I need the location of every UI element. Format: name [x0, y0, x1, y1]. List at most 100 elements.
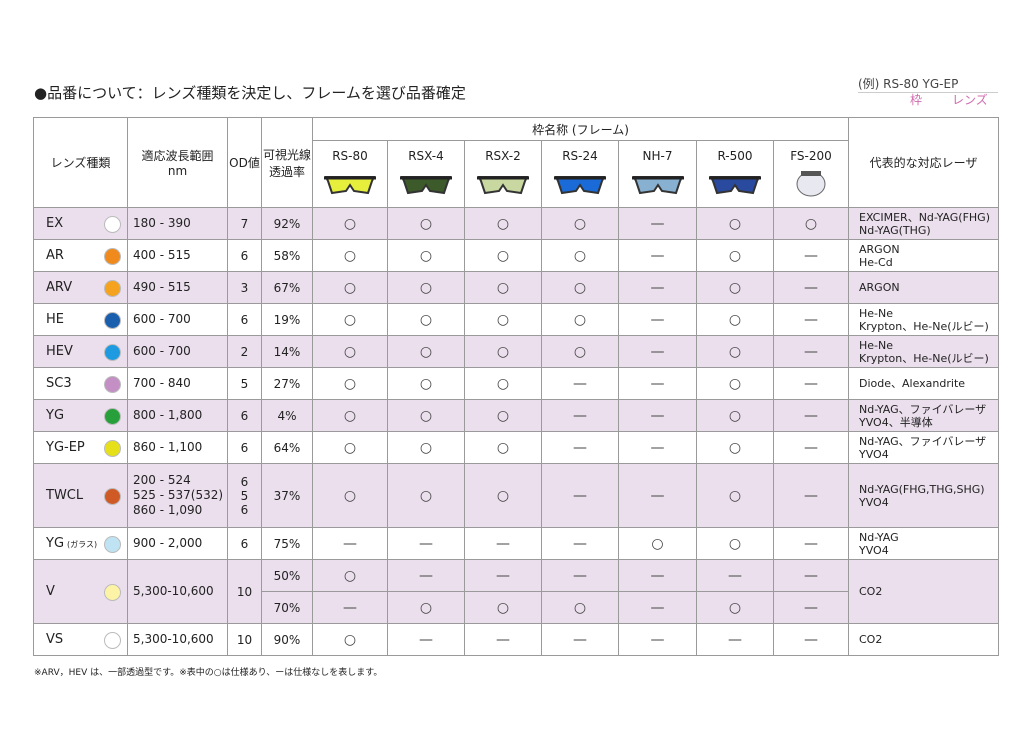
lens-label: HE: [46, 312, 64, 327]
availability: ○: [696, 335, 774, 368]
lens-name: EX: [33, 207, 128, 240]
lens-label: VS: [46, 632, 64, 647]
availability: —: [464, 559, 542, 592]
wavelength: 180 - 390: [127, 207, 228, 240]
text-line: 5,300-10,600: [133, 584, 214, 598]
availability: ○: [696, 463, 774, 528]
availability: —: [773, 399, 849, 432]
availability: ○: [387, 399, 465, 432]
lens-label: AR: [46, 248, 64, 263]
od: 6: [227, 527, 262, 560]
laser: Nd-YAG、ファイバレーザ YVO4、半導体: [848, 399, 999, 432]
footnote: ※ARV，HEV は、一部透過型です。※表中の○は仕様あり、ーは仕様なしを表しま…: [34, 668, 383, 678]
transmission: 75%: [261, 527, 313, 560]
lens-label: EX: [46, 216, 64, 231]
text-line: 10: [236, 632, 253, 647]
availability: ○: [618, 527, 697, 560]
availability: —: [773, 591, 849, 624]
table-row: YG-EP 860 - 1,100 6 64% ○ ○ ○ — — ○ — Nd-YAG、ファイバレー…: [33, 431, 999, 464]
availability: ○: [696, 239, 774, 272]
col-laser: 代表的な対応レーザ: [848, 117, 999, 208]
availability: ○: [464, 463, 542, 528]
lens-name: YG (ガラス): [33, 527, 128, 560]
availability: —: [696, 623, 774, 656]
table-row: ARV 490 - 515 3 67% ○ ○ ○ ○ — ○ — ARGON: [33, 271, 999, 304]
frame-header: RS-80: [312, 140, 388, 208]
text-line: 600 - 700: [133, 344, 191, 358]
availability: —: [541, 431, 619, 464]
wavelength: 600 - 700: [127, 335, 228, 368]
availability: —: [618, 399, 697, 432]
text-line: 6: [240, 474, 249, 489]
text-line: 10: [236, 584, 253, 599]
col-transmission: 可視光線 透過率: [261, 117, 313, 208]
transmission: 50%: [261, 559, 313, 592]
table-row: EX 180 - 390 7 92% ○ ○ ○ ○ — ○ ○ EXCIMER、Nd-YAG(FHG…: [33, 207, 999, 240]
example: (例) RS-80 YG-EP: [858, 75, 998, 93]
availability: —: [618, 303, 697, 336]
availability: —: [618, 591, 697, 624]
availability: ○: [312, 431, 388, 464]
table-row: HEV 600 - 700 2 14% ○ ○ ○ ○ — ○ — He-Ne Krypton、He-N…: [33, 335, 999, 368]
availability: ○: [464, 207, 542, 240]
text-line: 6: [240, 408, 249, 423]
lens-name: YG-EP: [33, 431, 128, 464]
availability: —: [541, 623, 619, 656]
text-line: 200 - 524: [133, 473, 191, 487]
availability: —: [618, 207, 697, 240]
lens-color: [104, 215, 121, 233]
table-row: HE 600 - 700 6 19% ○ ○ ○ ○ — ○ — He-Ne Krypton、He-Ne…: [33, 303, 999, 336]
availability: ○: [696, 207, 774, 240]
lens-color: [104, 631, 121, 649]
availability: —: [387, 623, 465, 656]
wavelength: 200 - 524 525 - 537(532) 860 - 1,090: [127, 463, 228, 528]
text-line: 900 - 2,000: [133, 536, 203, 550]
glasses-icon: [324, 175, 376, 194]
text-line: ARGON: [859, 242, 900, 256]
availability: ○: [464, 335, 542, 368]
glasses-icon: [400, 175, 452, 194]
text-line: YVO4: [859, 543, 889, 557]
text-line: 800 - 1,800: [133, 408, 203, 422]
lens-name: ARV: [33, 271, 128, 304]
availability: —: [541, 367, 619, 400]
frame-name: RSX-4: [408, 148, 444, 163]
availability: ○: [387, 367, 465, 400]
text-line: He-Ne: [859, 306, 894, 320]
frame-name: NH-7: [642, 148, 673, 163]
text-line: 5: [240, 376, 249, 391]
wavelength: 400 - 515: [127, 239, 228, 272]
availability: —: [464, 527, 542, 560]
availability: ○: [387, 591, 465, 624]
lens-color: [104, 311, 121, 329]
lens-color: [104, 439, 121, 457]
availability: —: [773, 623, 849, 656]
text-line: Nd-YAG(THG): [859, 223, 931, 237]
lens-name: AR: [33, 239, 128, 272]
transmission: 67%: [261, 271, 313, 304]
glasses-icon: [709, 175, 761, 194]
lens-label: YG: [46, 536, 65, 551]
transmission: 19%: [261, 303, 313, 336]
od: 10: [227, 559, 262, 624]
table-row: YG 800 - 1,800 6 4% ○ ○ ○ — — ○ — Nd-YAG、ファイバレーザ YVO…: [33, 399, 999, 432]
lens-color: [104, 487, 121, 505]
glasses-icon: [477, 175, 529, 194]
transmission: 70%: [261, 591, 313, 624]
text-line: 400 - 515: [133, 248, 191, 262]
text-line: 5,300-10,600: [133, 632, 214, 646]
availability: ○: [773, 207, 849, 240]
col-frame-group: 枠名称 (フレーム): [312, 117, 849, 141]
spec-table: レンズ種類 適応波長範囲 nm OD値 可視光線 透過率 枠名称 (フレーム) 代表的な対応レ…: [33, 117, 999, 656]
text-line: ARGON: [859, 281, 900, 294]
od: 5: [227, 367, 262, 400]
od: 6: [227, 303, 262, 336]
lens-color: [104, 343, 121, 361]
lens-name: TWCL: [33, 463, 128, 528]
frame-name: R-500: [717, 148, 753, 163]
wavelength: 600 - 700: [127, 303, 228, 336]
availability: —: [773, 367, 849, 400]
availability: ○: [312, 271, 388, 304]
availability: —: [773, 527, 849, 560]
